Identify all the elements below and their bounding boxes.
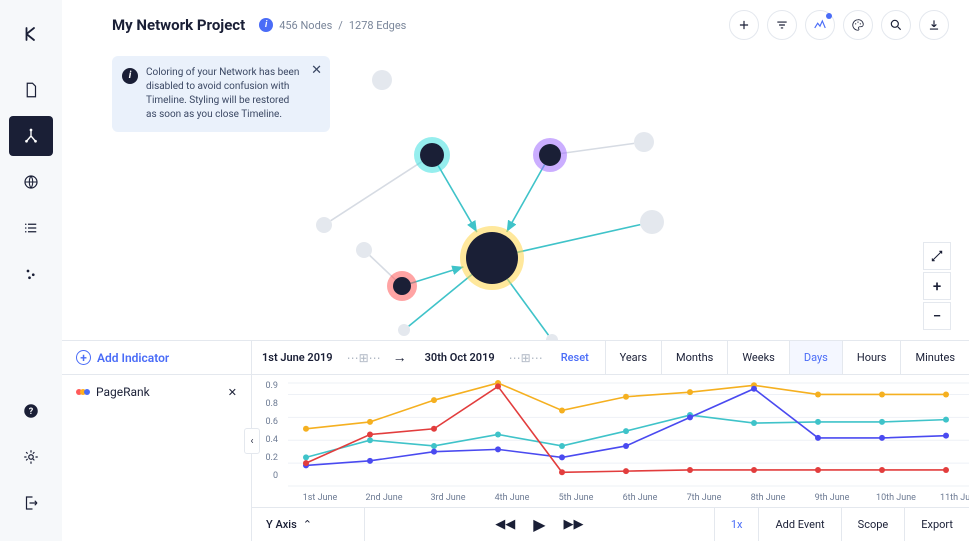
scale-minutes[interactable]: Minutes (900, 341, 969, 374)
timeline-panel: + Add Indicator PageRank ✕ 1st June 2019 … (62, 340, 969, 541)
playback-speed[interactable]: 1x (714, 508, 759, 541)
nav-network[interactable] (9, 116, 53, 156)
plus-icon (737, 18, 751, 32)
date-arrow-icon: → (385, 349, 415, 366)
logo[interactable] (15, 18, 47, 50)
nav-scatter[interactable] (9, 254, 53, 294)
zoom-in-button[interactable]: + (923, 272, 951, 300)
export-button[interactable]: Export (904, 508, 969, 541)
info-icon[interactable]: i (259, 18, 273, 32)
add-event-button[interactable]: Add Event (758, 508, 840, 541)
scale-days[interactable]: Days (789, 341, 842, 374)
chart-svg (252, 375, 969, 507)
scale-hours[interactable]: Hours (842, 341, 901, 374)
palette-icon (851, 18, 865, 32)
project-meta: i 456 Nodes / 1278 Edges (259, 18, 406, 32)
indicator-swatch (76, 389, 88, 395)
gear-icon (22, 448, 40, 466)
nav-settings[interactable] (9, 437, 53, 477)
add-indicator-button[interactable]: + Add Indicator (76, 350, 169, 365)
network-graph-svg (62, 50, 969, 340)
timeline-button[interactable] (805, 10, 835, 40)
yaxis-selector[interactable]: Y Axis ⌃ (252, 518, 326, 531)
filter-button[interactable] (767, 10, 797, 40)
toolbar (729, 10, 949, 40)
svg-text:?: ? (29, 407, 34, 417)
search-icon (889, 18, 903, 32)
network-icon (22, 127, 40, 145)
forward-button[interactable]: ▶▶ (564, 517, 584, 532)
download-icon (927, 18, 941, 32)
fit-icon (930, 249, 944, 263)
globe-icon (22, 173, 40, 191)
nodes-count: 456 Nodes (279, 19, 332, 32)
timeline-date-row: 1st June 2019 ⋯⊞⋯ → 30th Oct 2019 ⋯⊞⋯ Re… (252, 341, 969, 375)
nav-list[interactable] (9, 208, 53, 248)
nav-file[interactable] (9, 70, 53, 110)
collapse-panel-button[interactable]: ‹ (244, 428, 260, 454)
timeline-footer: Y Axis ⌃ ◀◀ ▶ ▶▶ 1xAdd EventScopeExport (252, 507, 969, 541)
download-button[interactable] (919, 10, 949, 40)
remove-indicator-button[interactable]: ✕ (228, 386, 237, 399)
project-title: My Network Project (112, 16, 245, 34)
date-from[interactable]: 1st June 2019 (252, 351, 343, 364)
search-button[interactable] (881, 10, 911, 40)
playback-controls: ◀◀ ▶ ▶▶ (495, 515, 583, 534)
help-icon: ? (22, 402, 40, 420)
nav-logout[interactable] (9, 483, 53, 523)
network-canvas[interactable]: + − (62, 50, 969, 340)
sidebar: ? (0, 0, 62, 541)
zoom-out-button[interactable]: − (923, 302, 951, 330)
calendar-from-icon[interactable]: ⋯⊞⋯ (343, 351, 385, 365)
list-icon (22, 219, 40, 237)
style-button[interactable] (843, 10, 873, 40)
timeline-main: 1st June 2019 ⋯⊞⋯ → 30th Oct 2019 ⋯⊞⋯ Re… (252, 341, 969, 541)
timeline-chart[interactable]: 0.90.80.60.40.20 1st June2nd June3rd Jun… (252, 375, 969, 507)
fit-to-screen-button[interactable] (923, 242, 951, 270)
indicator-item: PageRank ✕ (62, 375, 251, 409)
reset-button[interactable]: Reset (547, 351, 603, 364)
scale-years[interactable]: Years (605, 341, 661, 374)
file-icon (22, 81, 40, 99)
filter-icon (775, 18, 789, 32)
plus-circle-icon: + (76, 350, 91, 365)
edges-count: 1278 Edges (349, 19, 407, 32)
add-button[interactable] (729, 10, 759, 40)
nav-help[interactable]: ? (9, 391, 53, 431)
scope-button[interactable]: Scope (841, 508, 905, 541)
nav-globe[interactable] (9, 162, 53, 202)
indicator-name: PageRank (96, 385, 150, 399)
scatter-icon (22, 265, 40, 283)
graph-zoom-controls: + − (923, 242, 951, 330)
logout-icon (22, 494, 40, 512)
header: My Network Project i 456 Nodes / 1278 Ed… (62, 0, 969, 50)
calendar-to-icon[interactable]: ⋯⊞⋯ (505, 351, 547, 365)
date-to[interactable]: 30th Oct 2019 (415, 351, 505, 364)
chart-x-labels: 1st June2nd June3rd June4th June5th June… (288, 493, 969, 503)
play-button[interactable]: ▶ (533, 515, 545, 534)
rewind-button[interactable]: ◀◀ (495, 517, 515, 532)
scale-months[interactable]: Months (661, 341, 727, 374)
logo-k-icon (22, 25, 40, 43)
timeline-indicator-panel: + Add Indicator PageRank ✕ (62, 341, 252, 541)
scale-weeks[interactable]: Weeks (727, 341, 789, 374)
chevron-up-icon: ⌃ (303, 518, 312, 531)
timeline-icon (813, 18, 827, 32)
